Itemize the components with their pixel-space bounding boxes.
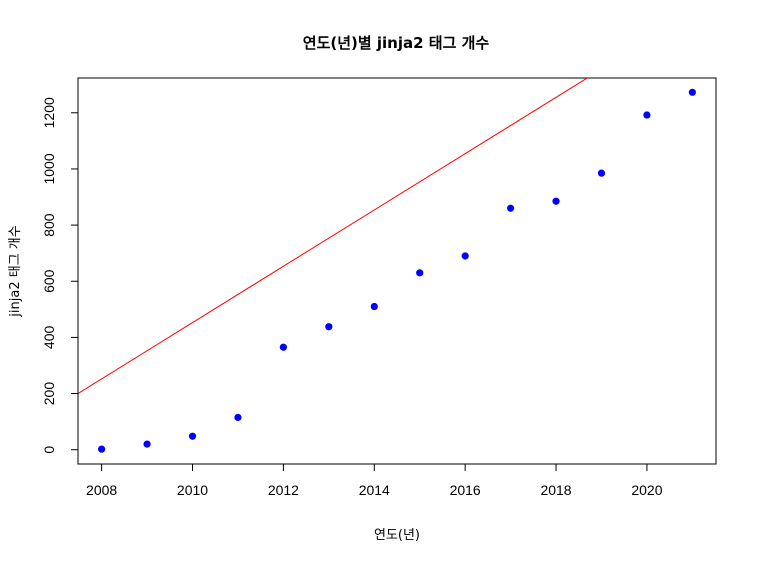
data-point — [552, 197, 560, 205]
y-tick-label: 200 — [41, 382, 57, 406]
y-tick-label: 1200 — [41, 97, 57, 128]
data-point — [143, 440, 151, 448]
x-tick-label: 2008 — [86, 482, 117, 498]
x-tick-label: 2020 — [631, 482, 662, 498]
y-tick-label: 800 — [41, 213, 57, 237]
chart-title: 연도(년)별 jinja2 태그 개수 — [303, 34, 490, 52]
x-axis-label: 연도(년) — [374, 528, 420, 543]
regression-line — [78, 78, 589, 394]
y-tick-label: 0 — [41, 446, 57, 454]
data-point — [188, 432, 197, 440]
data-point — [98, 445, 106, 453]
data-point — [416, 269, 424, 277]
data-point — [279, 343, 287, 351]
plot-content — [78, 78, 696, 453]
x-tick-label: 2012 — [268, 482, 299, 498]
data-point — [370, 302, 378, 311]
data-point — [688, 88, 696, 96]
x-tick-label: 2014 — [359, 482, 390, 498]
data-point — [643, 111, 651, 119]
y-tick-label: 1000 — [41, 153, 57, 184]
y-axis-label: jinja2 태그 개수 — [8, 225, 23, 317]
x-tick-label: 2018 — [540, 482, 571, 498]
data-point — [461, 252, 469, 260]
y-tick-label: 600 — [41, 269, 57, 293]
data-point — [234, 413, 242, 422]
x-tick-label: 2010 — [177, 482, 208, 498]
data-point — [597, 169, 606, 177]
y-axis: 0 200 400 600 800 1000 1200 — [41, 97, 79, 454]
x-axis: 2008 2010 2012 2014 2016 2018 2020 — [86, 463, 663, 498]
x-tick-label: 2016 — [450, 482, 481, 498]
data-point — [325, 323, 333, 331]
plot-frame — [77, 77, 717, 465]
y-tick-label: 400 — [41, 326, 57, 350]
data-point — [507, 204, 515, 212]
